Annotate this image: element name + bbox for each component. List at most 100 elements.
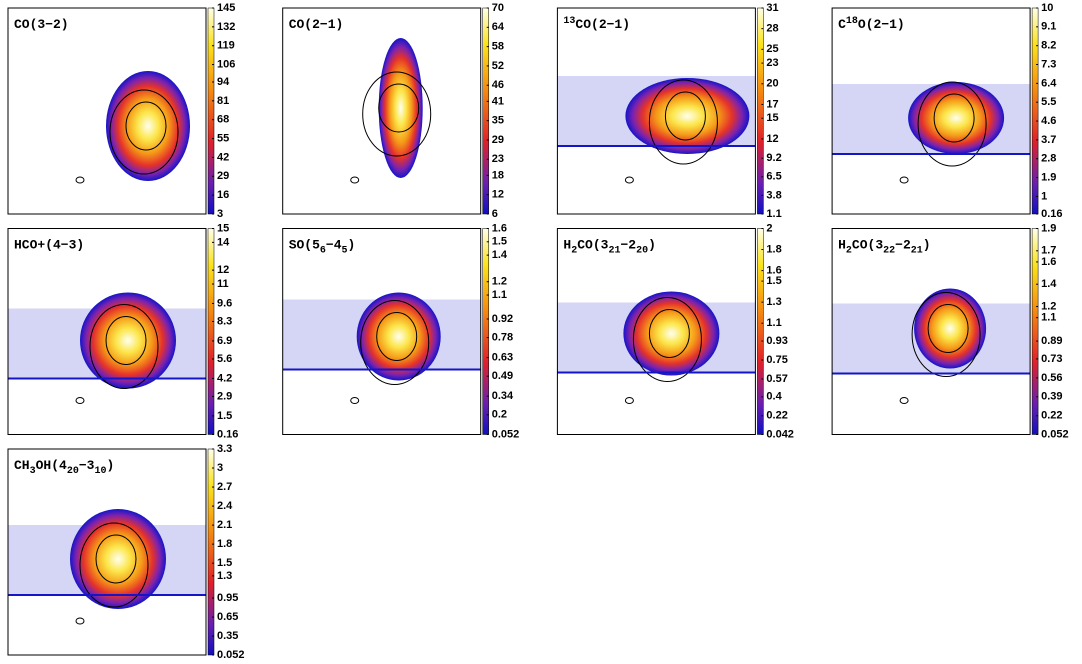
colorbar-label: 1.9 [1041,222,1056,234]
panel: H2CO(322−221) 0.052 0.22 0.39 0.56 0.73 0.89 1.… [831,222,1069,440]
title-part: 3 [30,466,36,477]
emission [623,291,720,376]
colorbar-label: 1.1 [766,208,781,220]
frame [556,228,756,435]
colorbar [482,228,489,435]
frame [282,228,482,435]
frame [282,7,482,215]
contour [378,83,420,133]
colorbar-label: 52 [492,60,504,72]
beam [624,397,634,404]
colorbar-label: 15 [766,112,778,124]
colorbar-label: 0.65 [217,611,238,623]
colorbar [207,228,215,435]
colorbar-label: 12 [217,264,229,276]
colorbar-label: 15 [217,222,229,234]
title-part: −2 [895,238,911,253]
title-part: ) [648,238,656,253]
colorbar-label: 23 [492,153,504,165]
colorbar-label: 0.16 [217,428,238,440]
colorbar-label: 2.9 [217,390,232,402]
beam [350,397,360,404]
colorbar-label: 9.1 [1041,21,1056,33]
beam [75,397,85,404]
contour [89,304,159,389]
emission [625,78,750,154]
contour [360,300,430,385]
colorbar-label: 46 [492,79,504,91]
contour [664,91,706,141]
contour [911,292,981,377]
panel: HCO+(4−3) 0.16 1.5 2.9 4.2 5.6 6.9 8.3 9.6 11 12 14… [7,222,238,440]
contour [632,297,702,382]
colorbar-label: 41 [492,95,504,107]
colorbar-label: 3.3 [217,443,232,455]
colorbar-label: 132 [217,21,235,33]
panel: SO(56−45) 0.052 0.2 0.34 0.49 0.63 0.78 0.92 1.1… [282,222,519,440]
colorbar-label: 0.042 [766,428,794,440]
colorbar-label: 9.2 [766,152,781,164]
colorbar [1031,7,1039,215]
panel: 13CO(2−1) 1.1 3.8 6.5 9.2 12 15 17 20 23 25 28 31 [556,2,782,220]
colorbar-label: 23 [766,57,778,69]
title-part: ) [923,238,931,253]
panel-title: HCO+(4−3) [14,238,84,253]
colorbar-label: 11 [217,278,229,290]
title-part: 6 [320,246,326,257]
colorbar-label: 0.39 [1041,391,1062,403]
colorbar-label: 16 [217,189,229,201]
beam [624,176,634,184]
colorbar-label: 29 [217,170,229,182]
title-part: CO(3−2) [14,17,69,32]
title-part: CH [14,458,30,473]
colorbar-label: 0.57 [766,373,787,385]
colorbar-label: 3.8 [766,189,781,201]
colorbar-label: 5.6 [217,353,232,365]
colorbar-label: 14 [217,236,230,248]
colorbar-label: 55 [217,132,229,144]
colorbar-label: 6.9 [217,335,232,347]
title-part: 21 [911,246,923,257]
title-part: 20 [67,466,79,477]
colorbar-label: 1.6 [766,264,781,276]
frame [831,7,1031,215]
colorbar-label: 1.5 [217,557,232,569]
contour [376,312,418,361]
colorbar-label: 0.89 [1041,335,1062,347]
colorbar-label: 0.78 [492,332,513,344]
colorbar-label: 1.5 [492,236,507,248]
panel-title: C18O(2−1) [838,16,905,32]
colorbar-label: 106 [217,58,235,70]
colorbar-label: 1.5 [217,410,232,422]
colorbar-label: 1.1 [492,289,507,301]
title-part: ) [348,238,356,253]
colorbar [207,448,215,656]
panel-title: CH3OH(420−310) [14,458,114,477]
beam [75,617,85,625]
colorbar-label: 0.49 [492,370,513,382]
panel-title: SO(56−45) [289,238,356,257]
colorbar-label: 0.73 [1041,353,1062,365]
colorbar-label: 0.75 [766,354,787,366]
colorbar-label: 4.6 [1041,115,1056,127]
title-part: CO(2−1) [575,17,630,32]
contour [917,81,987,167]
colorbar-label: 0.16 [1041,208,1062,220]
contour [927,304,969,353]
colorbar-label: 8.3 [217,315,232,327]
colorbar-label: 2 [766,222,772,234]
title-part: 22 [883,246,895,257]
contour [79,522,149,608]
panel-title: H2CO(321−220) [563,238,656,257]
title-part: 13 [563,16,575,27]
colorbar-label: 94 [217,76,230,88]
panel-title: CO(3−2) [14,17,69,32]
colorbar-label: 6.5 [766,171,781,183]
panel: CO(2−1) 6 12 18 23 29 35 41 46 52 58 64 70 [282,2,505,220]
colorbar-label: 6.4 [1041,77,1057,89]
contour [648,309,690,358]
emission [378,38,423,178]
panel-title: 13CO(2−1) [563,16,630,32]
colorbar [482,7,489,215]
